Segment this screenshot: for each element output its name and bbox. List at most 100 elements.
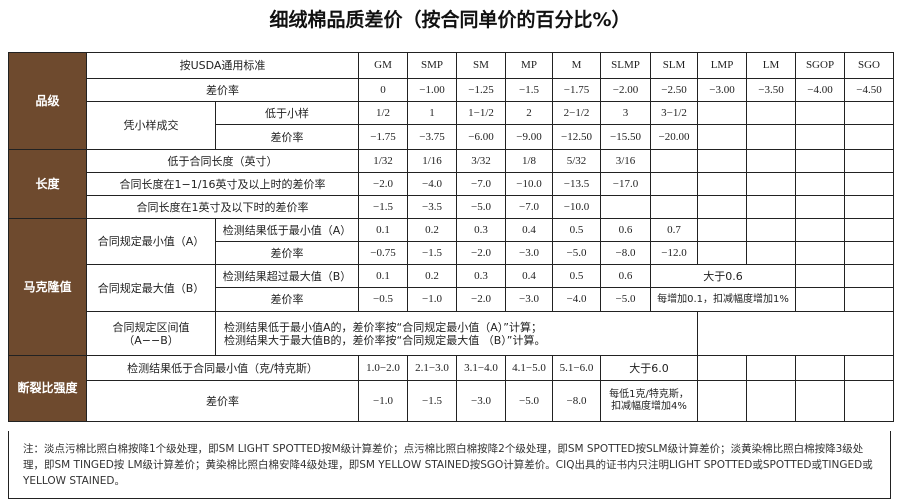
cell: −2.50 (650, 78, 698, 102)
cell: 2 (505, 101, 553, 125)
range-text-line: 检测结果大于最大值B的，差价率按“合同规定最大值 （B）”计算。 (224, 333, 546, 347)
cell: 0.4 (505, 264, 553, 288)
cell: −1.75 (552, 78, 601, 102)
range-text: 检测结果低于最小值A的，差价率按“合同规定最小值（A）”计算； 检测结果大于最大… (215, 311, 698, 356)
row-label: 合同规定最大值（B） (86, 264, 216, 312)
empty-cell (697, 195, 747, 219)
strength-below-row: 断裂比强度 检测结果低于合同最小值（克/特克斯） 1.0−2.0 2.1−3.0… (8, 355, 894, 422)
cell: −3.0 (456, 380, 506, 422)
empty-cell (697, 101, 747, 125)
cell: 0.1 (358, 264, 408, 288)
cell: −3.0 (505, 287, 553, 312)
empty-cell (697, 355, 747, 381)
grade-header: LM (746, 52, 796, 79)
cell: 大于6.0 (600, 355, 698, 381)
cell: 5/32 (552, 149, 601, 173)
cell: 1/2 (358, 101, 408, 125)
page-title: 细绒棉品质差价（按合同单价的百分比%） (269, 9, 631, 31)
cell: −4.0 (407, 172, 457, 196)
empty-cell (795, 241, 845, 265)
cell: 0.2 (407, 218, 457, 242)
empty-cell (697, 149, 747, 173)
row-label: 检测结果超过最大值（B） (215, 264, 359, 288)
grade-header: GM (358, 52, 408, 79)
category-grade: 品级 (8, 52, 87, 150)
cell: 0.2 (407, 264, 457, 288)
cell: −12.50 (552, 124, 601, 150)
cell: −3.5 (407, 195, 457, 219)
cell: 2.1−3.0 (407, 355, 457, 381)
grade-header: SLMP (600, 52, 651, 79)
empty-cell (746, 149, 796, 173)
empty-cell (844, 218, 894, 242)
cell: 1−1/2 (456, 101, 506, 125)
mic-min-diff-row: 差价率 −0.75 −1.5 −2.0 −3.0 −5.0 −8.0 −12.0 (9, 241, 894, 265)
cell: −5.0 (552, 241, 601, 265)
header-label: 按USDA通用标准 (86, 52, 359, 79)
mic-max-test-row: 合同规定最大值（B） 检测结果超过最大值（B） 0.1 0.2 0.3 0.4 … (9, 264, 894, 312)
cell: 0.4 (505, 218, 553, 242)
cell: 1/8 (505, 149, 553, 173)
empty-cell (844, 149, 894, 173)
cell: −1.5 (407, 380, 457, 422)
cell: −10.0 (552, 195, 601, 219)
cotton-quality-price-table: 品级 按USDA通用标准 GM SMP SM MP M SLMP SLM LMP… (8, 52, 894, 422)
empty-cell (697, 311, 894, 356)
row-label: 低于小样 (215, 101, 359, 125)
grade-header: SM (456, 52, 506, 79)
cell: 0.5 (552, 264, 601, 288)
cell: 0.6 (600, 264, 651, 288)
cell: −20.00 (650, 124, 698, 150)
cell: −8.0 (552, 380, 601, 422)
empty-cell (650, 195, 698, 219)
cell: 0.3 (456, 264, 506, 288)
cell: −4.0 (552, 287, 601, 312)
cell: −2.0 (358, 172, 408, 196)
cell: 0.1 (358, 218, 408, 242)
cell: 5.1−6.0 (552, 355, 601, 381)
row-label: 检测结果低于合同最小值（克/特克斯） (86, 355, 359, 381)
row-label: 差价率 (86, 78, 359, 102)
strength-extra-line: 扣减幅度增加4% (611, 401, 687, 412)
footnote: 注：淡点污棉比照白棉按降1个级处理，即SM LIGHT SPOTTED按M级计算… (8, 431, 891, 499)
category-length: 长度 (8, 149, 87, 219)
empty-cell (844, 124, 894, 150)
grade-header: SLM (650, 52, 698, 79)
empty-cell (746, 380, 796, 422)
cell: −6.00 (456, 124, 506, 150)
cell: −3.0 (505, 241, 553, 265)
empty-cell (650, 172, 698, 196)
cell: 2−1/2 (552, 101, 601, 125)
cell: −8.0 (600, 241, 651, 265)
cell: −5.0 (600, 287, 651, 312)
length-above-row: 合同长度在1−1/16英寸及以上时的差价率 −2.0 −4.0 −7.0 −10… (9, 172, 894, 196)
empty-cell (795, 124, 845, 150)
empty-cell (795, 264, 845, 288)
empty-cell (746, 241, 796, 265)
cell: −2.00 (600, 78, 651, 102)
empty-cell (697, 241, 747, 265)
strength-diff-row: 差价率 −1.0 −1.5 −3.0 −5.0 −8.0 每低1克/特克斯， 扣… (9, 380, 894, 422)
category-micronaire: 马克隆值 (8, 218, 87, 356)
empty-cell (844, 195, 894, 219)
cell: −5.0 (456, 195, 506, 219)
cell: −3.75 (407, 124, 457, 150)
empty-cell (697, 218, 747, 242)
cell: −1.0 (358, 380, 408, 422)
grade-header: SGOP (795, 52, 845, 79)
empty-cell (844, 355, 894, 381)
empty-cell (746, 355, 796, 381)
cell: 0 (358, 78, 408, 102)
cell: 3/16 (600, 149, 651, 173)
empty-cell (795, 172, 845, 196)
range-label-line: （A−−B） (123, 333, 179, 347)
grade-header: SGO (844, 52, 894, 79)
row-label: 合同长度在1英寸及以下时的差价率 (86, 195, 359, 219)
row-label: 差价率 (215, 241, 359, 265)
cell: −0.75 (358, 241, 408, 265)
cell: 0.5 (552, 218, 601, 242)
cell: −17.0 (600, 172, 651, 196)
cell: 1/16 (407, 149, 457, 173)
empty-cell (795, 218, 845, 242)
cell: 3 (600, 101, 651, 125)
